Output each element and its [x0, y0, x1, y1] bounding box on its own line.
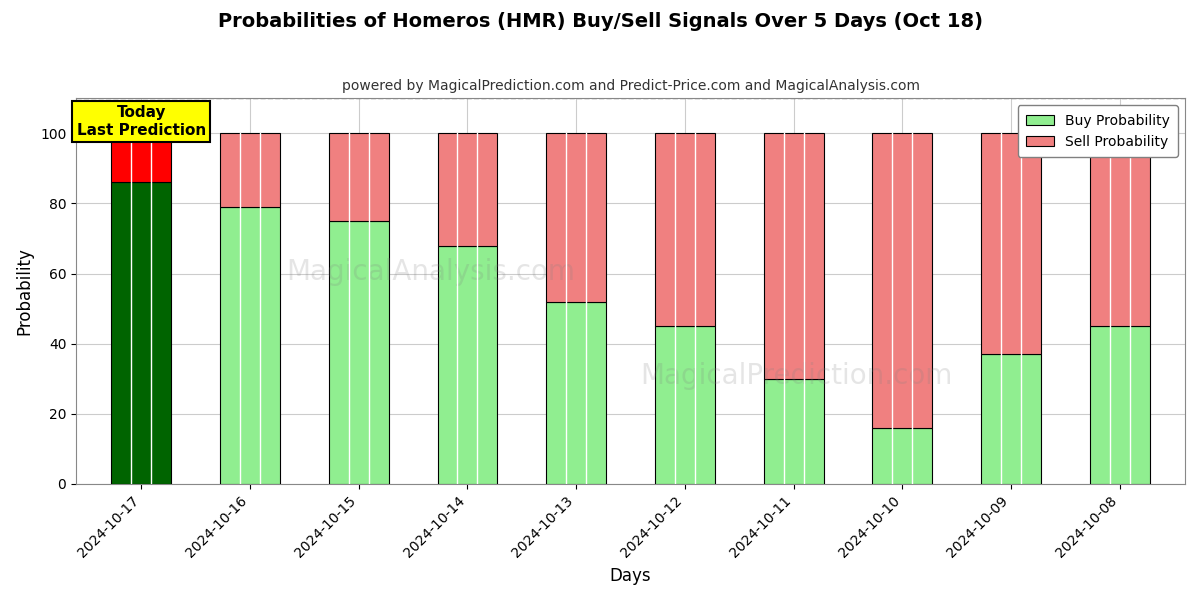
Bar [982, 133, 1040, 354]
Bar [763, 379, 823, 484]
Bar [655, 133, 715, 326]
Bar [763, 133, 823, 379]
Title: powered by MagicalPrediction.com and Predict-Price.com and MagicalAnalysis.com: powered by MagicalPrediction.com and Pre… [342, 79, 919, 93]
Bar [655, 326, 715, 484]
Bar [982, 354, 1040, 484]
X-axis label: Days: Days [610, 567, 652, 585]
Bar [220, 133, 280, 207]
Bar [546, 133, 606, 302]
Bar [872, 428, 932, 484]
Text: MagicalPrediction.com: MagicalPrediction.com [641, 362, 953, 390]
Text: Probabilities of Homeros (HMR) Buy/Sell Signals Over 5 Days (Oct 18): Probabilities of Homeros (HMR) Buy/Sell … [217, 12, 983, 31]
Bar [112, 182, 172, 484]
Bar [438, 245, 497, 484]
Bar [329, 221, 389, 484]
Bar [438, 133, 497, 245]
Y-axis label: Probability: Probability [14, 247, 32, 335]
Bar [112, 133, 172, 182]
Legend: Buy Probability, Sell Probability: Buy Probability, Sell Probability [1018, 105, 1178, 157]
Bar [872, 133, 932, 428]
Bar [329, 133, 389, 221]
Bar [220, 207, 280, 484]
Bar [1090, 326, 1150, 484]
Bar [546, 302, 606, 484]
Text: MagicalAnalysis.com: MagicalAnalysis.com [287, 258, 576, 286]
Bar [1090, 133, 1150, 326]
Text: Today
Last Prediction: Today Last Prediction [77, 106, 206, 138]
